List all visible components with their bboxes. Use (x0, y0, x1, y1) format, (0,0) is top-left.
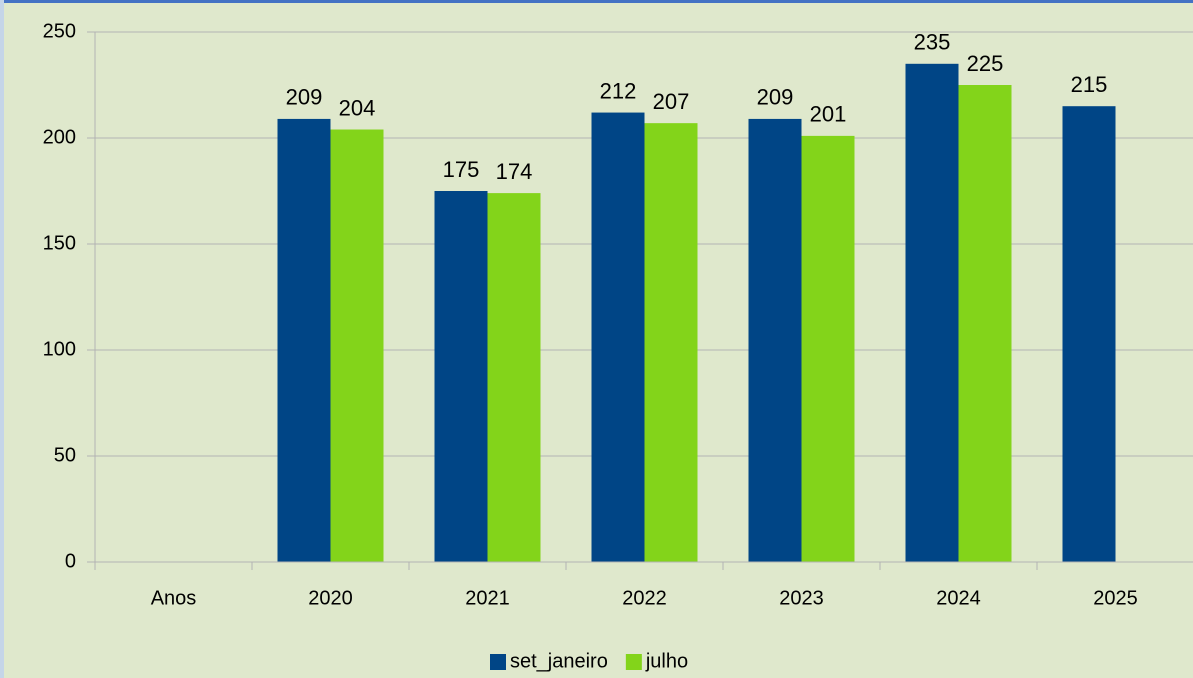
x-tick-label: 2020 (308, 587, 353, 609)
data-label: 209 (757, 85, 794, 110)
data-label: 204 (339, 95, 376, 120)
data-label: 225 (967, 51, 1004, 76)
legend-swatch (490, 654, 506, 670)
left-border (0, 0, 4, 678)
data-label: 212 (600, 78, 637, 103)
data-label: 215 (1071, 72, 1108, 97)
bar (905, 63, 959, 563)
x-tick-label: 2023 (779, 587, 824, 609)
legend-swatch (625, 654, 642, 670)
bar (801, 135, 855, 562)
data-label: 175 (443, 157, 480, 182)
y-tick-label: 50 (54, 444, 76, 466)
y-tick-label: 150 (43, 232, 76, 254)
data-label: 207 (653, 89, 690, 114)
x-tick-label: 2021 (465, 587, 510, 609)
bar (1062, 106, 1116, 562)
bar (748, 118, 802, 563)
y-tick-label: 0 (65, 550, 76, 572)
bar (591, 112, 645, 562)
y-tick-label: 200 (43, 126, 76, 148)
bar (487, 193, 541, 562)
legend-label: set_janeiro (510, 650, 608, 672)
x-tick-label: Anos (151, 587, 197, 609)
data-label: 174 (496, 159, 533, 184)
data-label: 235 (914, 30, 951, 55)
y-tick-label: 100 (43, 338, 76, 360)
bar (434, 191, 488, 562)
bar (644, 123, 698, 562)
bar (277, 118, 331, 563)
x-tick-label: 2022 (622, 587, 667, 609)
x-tick-label: 2024 (936, 587, 981, 609)
bar (330, 129, 384, 562)
x-tick-label: 2025 (1093, 587, 1138, 609)
legend-label: julho (645, 650, 688, 672)
y-tick-label: 250 (43, 20, 76, 42)
bar (958, 85, 1012, 562)
data-label: 201 (810, 102, 847, 127)
data-label: 209 (286, 85, 323, 110)
top-border (0, 0, 1193, 3)
